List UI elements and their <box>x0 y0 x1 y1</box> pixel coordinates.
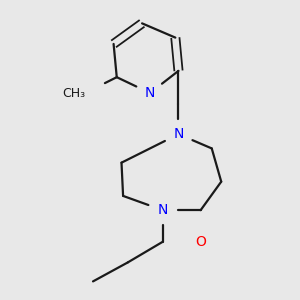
Text: CH₃: CH₃ <box>62 86 85 100</box>
Text: N: N <box>145 86 155 100</box>
Text: N: N <box>158 203 168 217</box>
Text: N: N <box>173 127 184 141</box>
Text: O: O <box>195 235 206 249</box>
